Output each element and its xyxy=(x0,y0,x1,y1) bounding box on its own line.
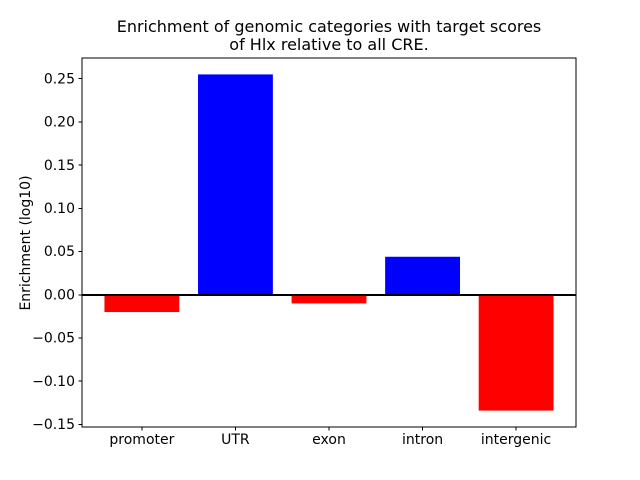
chart-title-line-1: Enrichment of genomic categories with ta… xyxy=(116,17,542,36)
y-tick-label: 0.25 xyxy=(44,71,75,87)
y-tick-label: 0.15 xyxy=(44,158,75,174)
chart-title: Enrichment of genomic categories with ta… xyxy=(82,18,576,54)
x-tick-label-intergenic: intergenic xyxy=(481,432,551,448)
bar-promoter xyxy=(104,294,180,313)
x-tick-label-exon: exon xyxy=(312,432,346,448)
y-tick-label: −0.15 xyxy=(32,417,75,433)
bar-exon xyxy=(291,294,367,304)
bar-intron xyxy=(385,256,460,295)
y-tick-label: 0.10 xyxy=(44,201,75,217)
y-tick-label: −0.05 xyxy=(32,331,75,347)
y-tick-label: 0.00 xyxy=(44,287,75,303)
x-tick-label-promoter: promoter xyxy=(109,432,174,448)
y-tick-label: −0.10 xyxy=(32,374,75,390)
y-tick-label: 0.20 xyxy=(44,115,75,131)
chart-title-line-2: of Hlx relative to all CRE. xyxy=(229,35,429,54)
bar-UTR xyxy=(198,74,273,295)
y-tick-label: 0.05 xyxy=(44,244,75,260)
x-tick-label-UTR: UTR xyxy=(221,432,250,448)
axes-frame xyxy=(81,57,577,428)
x-tick-label-intron: intron xyxy=(402,432,443,448)
bar-intergenic xyxy=(478,294,554,411)
